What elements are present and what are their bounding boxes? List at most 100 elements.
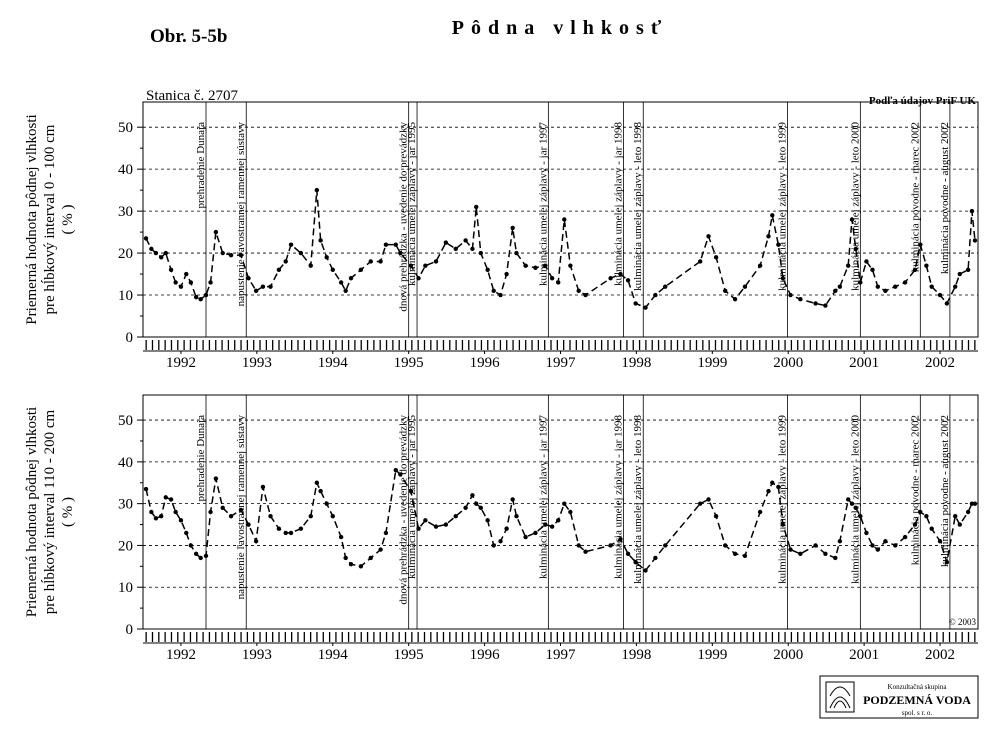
data-point xyxy=(713,513,719,519)
data-point xyxy=(849,501,855,506)
x-tick-label: 1998 xyxy=(621,647,651,663)
data-point xyxy=(870,267,875,273)
data-point xyxy=(742,284,748,289)
panel: 0 10 20 30 40 50 1992 1993 1994 1995 1996 1997 1998 1… xyxy=(24,394,979,663)
data-point xyxy=(893,284,898,289)
data-point xyxy=(324,255,329,260)
data-point xyxy=(813,301,818,306)
data-point xyxy=(314,480,320,485)
data-point xyxy=(875,547,880,552)
data-point xyxy=(358,564,364,569)
data-point xyxy=(383,242,389,247)
y-tick-label: 50 xyxy=(118,120,133,136)
data-point xyxy=(953,513,958,519)
x-tick-label: 1999 xyxy=(697,355,727,371)
x-tick-label: 2001 xyxy=(849,647,879,663)
y-axis-label: ( % ) xyxy=(60,497,76,527)
data-point xyxy=(288,530,294,536)
data-point xyxy=(188,280,194,285)
logo: Konzultačná skupina PODZEMNÁ VODA spol. … xyxy=(819,675,979,719)
data-point xyxy=(283,259,288,264)
event-label: kulminácia umelej záplavy - leto 2000 xyxy=(849,122,861,291)
logo-icon xyxy=(825,681,855,713)
data-point xyxy=(549,276,555,281)
data-point xyxy=(260,284,266,289)
data-point xyxy=(416,276,421,281)
data-point xyxy=(153,250,159,256)
data-point xyxy=(723,288,728,294)
data-point xyxy=(902,280,908,285)
data-point xyxy=(184,530,189,536)
data-point xyxy=(510,225,515,231)
data-point xyxy=(198,297,203,302)
data-point xyxy=(203,553,209,559)
data-point xyxy=(514,250,519,256)
station: Stanica č. 2707 xyxy=(146,88,239,104)
y-axis-label: Priemerná hodnota pôdnej vlhkosti xyxy=(24,407,40,617)
data-point xyxy=(845,263,851,268)
data-point xyxy=(965,509,971,515)
data-point xyxy=(918,242,923,247)
x-tick-label: 1992 xyxy=(166,647,196,663)
data-point xyxy=(533,265,538,270)
data-point xyxy=(757,509,763,515)
y-tick-label: 40 xyxy=(118,455,133,471)
data-point xyxy=(408,263,414,268)
data-point xyxy=(433,524,439,529)
data-point xyxy=(491,543,496,548)
data-point xyxy=(514,513,519,519)
event-label: kulminácia umelej záplavy - leto 1998 xyxy=(632,415,644,584)
y-axis-label: pre hĺbkový interval 110 - 200 cm xyxy=(41,409,58,614)
data-point xyxy=(168,267,174,273)
data-point xyxy=(283,530,288,536)
data-point xyxy=(268,513,273,519)
panel: 0 10 20 30 40 50 1992 1993 1994 1995 1996 1997 1998 1… xyxy=(24,101,979,371)
logo-text: spol. s r. o. xyxy=(902,709,933,717)
data-point xyxy=(159,513,164,519)
data-point xyxy=(153,516,159,521)
data-point xyxy=(864,259,869,264)
logo-text: PODZEMNÁ VODA xyxy=(863,693,971,707)
y-axis-label: Priemerná hodnota pôdnej vlhkosti xyxy=(24,114,40,324)
data-point xyxy=(944,301,950,306)
data-point xyxy=(393,242,398,247)
data-point xyxy=(408,488,414,494)
data-point xyxy=(163,495,168,500)
y-tick-label: 10 xyxy=(118,580,133,596)
data-point xyxy=(813,543,818,548)
data-point xyxy=(159,255,164,260)
logo-box xyxy=(819,675,979,719)
data-point xyxy=(663,284,668,289)
data-point xyxy=(314,187,320,193)
data-point xyxy=(732,297,738,302)
data-point xyxy=(246,276,251,281)
data-point xyxy=(510,497,515,502)
x-tick-label: 1994 xyxy=(318,647,349,663)
data-point xyxy=(358,267,364,273)
data-point xyxy=(338,534,344,540)
data-point xyxy=(965,267,971,273)
data-point xyxy=(770,213,775,218)
data-point xyxy=(633,301,638,306)
data-point xyxy=(924,263,929,268)
event-label: kulminácia umelej záplavy - leto 1999 xyxy=(776,415,788,584)
y-tick-label: 40 xyxy=(118,162,133,178)
x-tick-label: 1994 xyxy=(318,355,349,371)
data-point xyxy=(576,543,581,548)
data-point xyxy=(845,497,851,502)
data-point xyxy=(706,234,711,239)
y-tick-label: 30 xyxy=(118,497,133,513)
data-point xyxy=(330,513,335,519)
data-point xyxy=(864,530,869,536)
data-point xyxy=(228,252,234,258)
data-point xyxy=(149,246,154,252)
data-point xyxy=(583,549,588,554)
y-tick-label: 0 xyxy=(126,330,134,346)
data-point xyxy=(173,509,178,515)
data-point xyxy=(618,271,623,277)
data-point xyxy=(957,271,962,277)
data-point xyxy=(143,486,149,492)
data-point xyxy=(178,518,184,523)
data-point xyxy=(463,505,468,511)
